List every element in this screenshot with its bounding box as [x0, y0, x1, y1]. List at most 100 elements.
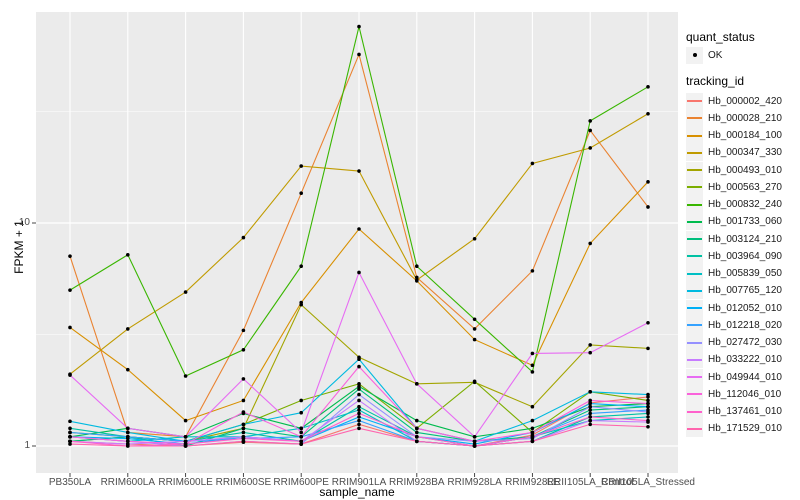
legend-item: Hb_000028_210 [686, 109, 782, 127]
legend-item-label: Hb_000563_270 [708, 181, 782, 193]
legend-item-label: Hb_000347_330 [708, 147, 782, 159]
data-point [126, 439, 130, 444]
data-point [530, 434, 535, 439]
data-point [588, 119, 592, 123]
legend-key-line [686, 178, 703, 196]
legend-item-label: OK [708, 49, 723, 61]
legend-item-label: Hb_137461_010 [708, 406, 782, 417]
data-point [126, 426, 130, 431]
legend-item-label: Hb_000028_210 [708, 112, 782, 124]
data-point [530, 418, 535, 423]
x-tick-label: RRIM928BA [389, 477, 445, 488]
line-swatch-icon [687, 100, 702, 102]
legend-item: Hb_000832_240 [686, 196, 782, 214]
legend-item: Hb_049944_010 [686, 368, 782, 386]
data-point [588, 415, 592, 419]
legend-item-label: Hb_000002_420 [708, 95, 782, 107]
legend-item-label: Hb_012218_020 [708, 319, 782, 331]
legend-item: Hb_012218_020 [686, 316, 782, 334]
data-point [126, 430, 130, 435]
data-point [299, 426, 304, 431]
data-point [415, 278, 419, 282]
data-point [646, 205, 650, 209]
data-point [68, 434, 72, 439]
data-point [646, 410, 650, 414]
data-point [357, 357, 361, 362]
legend-key-line [686, 403, 703, 420]
data-point [299, 398, 304, 403]
data-point [530, 161, 535, 166]
legend-item: Hb_112046_010 [686, 385, 781, 403]
data-point [241, 422, 246, 427]
data-point [646, 180, 650, 184]
data-point [588, 390, 592, 394]
data-point [472, 236, 477, 241]
data-point [415, 426, 419, 431]
legend-item-label: Hb_033222_010 [708, 354, 782, 366]
data-point [183, 374, 188, 378]
legend-title-tracking-id: tracking_id [686, 74, 745, 88]
data-point [588, 398, 592, 403]
line-swatch-icon [687, 186, 702, 189]
legend-key-line [686, 247, 703, 265]
data-point [530, 370, 535, 374]
data-point [241, 235, 246, 240]
data-point [415, 275, 419, 280]
legend-item: Hb_012052_010 [686, 299, 782, 317]
legend-key-line [686, 368, 703, 386]
data-point [357, 24, 361, 29]
data-point [299, 302, 304, 307]
data-point [357, 411, 361, 416]
data-point [530, 430, 535, 435]
data-point [357, 227, 361, 231]
data-point [357, 270, 361, 275]
legend-key-line [686, 334, 703, 351]
legend-item: Hb_005839_050 [686, 265, 782, 283]
line-swatch-icon [687, 169, 702, 171]
data-point [472, 444, 477, 448]
data-point [299, 164, 304, 168]
x-tick-label: RRIM901LA [331, 477, 387, 488]
data-point [299, 191, 304, 196]
legend-key-line [686, 213, 703, 231]
legend-item: Hb_003124_210 [686, 230, 782, 248]
legend-key-line [686, 144, 703, 162]
legend-item-label: Hb_005839_050 [708, 268, 782, 279]
legend-item: Hb_137461_010 [686, 403, 782, 421]
data-point [472, 379, 477, 384]
point-marker-icon [692, 53, 697, 57]
data-point [357, 169, 361, 173]
data-point [299, 410, 304, 415]
line-swatch-icon [687, 393, 702, 396]
data-point [357, 392, 361, 397]
data-point [472, 439, 477, 444]
legend-item: Hb_000347_330 [686, 144, 782, 162]
data-point [415, 382, 419, 386]
data-point [357, 52, 361, 57]
data-point [126, 434, 130, 439]
line-swatch-icon [687, 272, 702, 275]
data-point [68, 419, 72, 424]
data-point [68, 288, 72, 292]
data-point [183, 439, 188, 444]
data-point [530, 404, 535, 409]
data-point [530, 439, 535, 444]
data-point [299, 439, 304, 444]
data-point [588, 146, 592, 150]
data-point [357, 404, 361, 409]
legend-item: Hb_171529_010 [686, 420, 782, 438]
data-point [241, 348, 246, 352]
data-point [241, 410, 246, 414]
legend-item: Hb_001733_060 [686, 213, 782, 231]
x-tick-label: RRII105LA_Stressed [601, 477, 695, 488]
line-swatch-icon [687, 151, 702, 154]
data-point [357, 426, 361, 431]
data-point [241, 328, 246, 333]
data-point [357, 408, 361, 412]
data-point [530, 351, 535, 356]
legend-item: Hb_007765_120 [686, 282, 782, 300]
x-tick-label: RRIM928LE [505, 477, 560, 488]
data-point [646, 320, 650, 325]
line-swatch-icon [687, 238, 702, 240]
data-point [357, 398, 361, 403]
